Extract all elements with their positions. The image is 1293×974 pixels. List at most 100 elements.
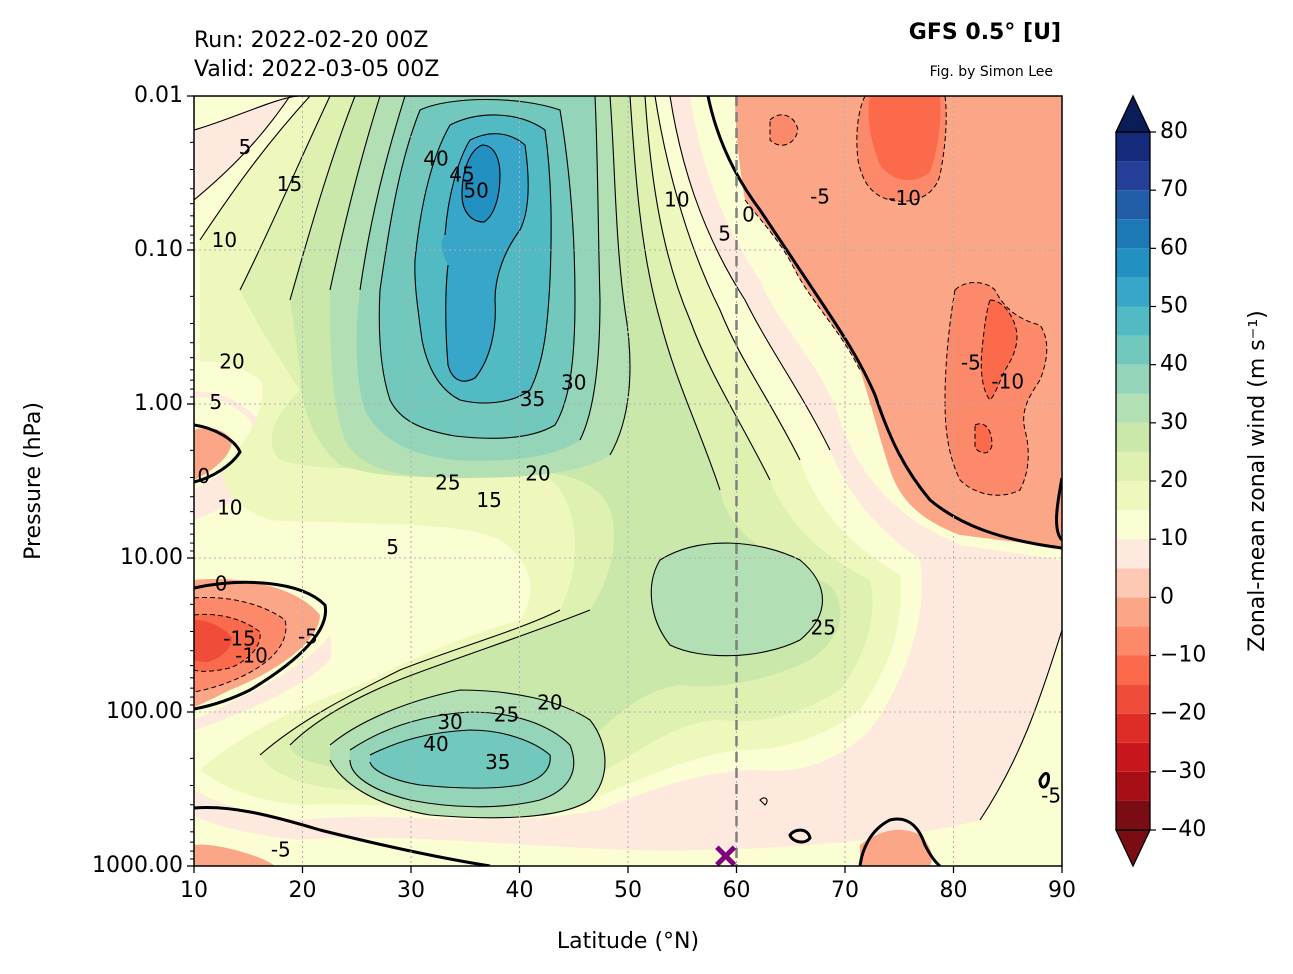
chart-title: GFS 0.5° [U] [908,20,1061,45]
contour-label: 45 [449,162,474,186]
x-tick-label: 90 [1048,878,1076,903]
valid-label: Valid: 2022-03-05 00Z [194,57,440,82]
contour-label: 15 [277,172,302,196]
contour-label: 30 [561,370,586,394]
contour-label: 25 [494,702,519,726]
y-tick-label: 1.00 [134,391,183,416]
colorbar-tick-label: −40 [1160,817,1206,842]
x-tick-label: 10 [180,878,208,903]
contour-label: -5 [298,624,318,648]
contour-label: 20 [525,462,550,486]
y-tick-label: 0.01 [134,83,183,108]
contour-lines [194,96,1062,821]
colorbar-band [1116,481,1150,511]
colorbar-band [1116,277,1150,307]
contour-label: 0 [742,202,755,226]
colorbar-band [1116,539,1150,569]
run-info: Run: 2022-02-20 00Z Valid: 2022-03-05 00… [194,26,439,84]
x-axis: 10 20 30 40 50 60 70 80 90 [180,866,1076,903]
band-neg-10 [194,96,1017,672]
x-tick-label: 80 [940,878,968,903]
x-tick-label: 40 [506,878,534,903]
colorbar-band [1116,568,1150,598]
y-axis: 0.01 0.10 1.00 10.00 100.00 1000.00 [92,83,194,878]
colorbar-band [1116,510,1150,540]
colorbar-band [1116,306,1150,336]
y-axis-label: Pressure (hPa) [21,402,46,560]
contour-label: -5 [810,185,830,209]
contour-label: 5 [239,135,252,159]
x-tick-label: 50 [614,878,642,903]
contour-label: 35 [520,387,545,411]
x-axis-label: Latitude (°N) [557,929,699,954]
colorbar-tick-label: 70 [1160,177,1188,202]
y-tick-label: 1000.00 [92,853,183,878]
contour-label: -10 [235,644,268,668]
colorbar-band [1116,335,1150,365]
contour-label: 5 [209,390,222,414]
contour-label: 40 [423,146,448,170]
negative-contours [194,96,1048,693]
credit-label: Fig. by Simon Lee [929,64,1053,80]
contour-label: -5 [271,838,291,862]
contour-label: 10 [212,228,237,252]
x-tick-label: 70 [831,878,859,903]
y-tick-label: 100.00 [106,699,183,724]
colorbar-tick-label: 40 [1160,352,1188,377]
colorbar-band [1116,597,1150,627]
contour-label: -10 [991,369,1024,393]
contour-label: 20 [219,349,244,373]
run-label: Run: 2022-02-20 00Z [194,28,429,53]
contour-label: 0 [215,572,228,596]
colorbar-band [1116,161,1150,191]
colorbar-band [1116,655,1150,685]
colorbar-band [1116,626,1150,656]
y-tick-label: 10.00 [120,545,183,570]
contour-label: 40 [423,732,448,756]
colorbar-band [1116,742,1150,772]
colorbar-tick-label: 60 [1160,235,1188,260]
contour-label: 5 [718,222,731,246]
contour-label: -15 [223,626,256,650]
colorbar-tick-label: 50 [1160,294,1188,319]
colorbar-band [1116,190,1150,220]
contour-label: 5 [386,535,399,559]
colorbar-tick-label: 80 [1160,119,1188,144]
colorbar-band [1116,132,1150,162]
contour-label: 15 [476,488,501,512]
marker-x [715,845,737,867]
contour-label: 20 [537,691,562,715]
station-marker [715,845,737,867]
band-neg-15 [194,620,232,662]
colorbar-band [1116,248,1150,278]
colorbar-tick-label: 0 [1160,584,1174,609]
colorbar-band [1116,219,1150,249]
contour-label: 25 [811,616,836,640]
contour-label: 0 [197,464,210,488]
contour-label: -10 [888,186,921,210]
colorbar-tick-label: 10 [1160,526,1188,551]
colorbar-tick-label: −20 [1160,701,1206,726]
contour-label: 35 [485,750,510,774]
colorbar-band [1116,393,1150,423]
colorbar-extend-max [1114,94,1152,133]
band-pos-55 [462,145,500,222]
colorbar-band [1116,451,1150,481]
contour-label: 50 [463,178,488,202]
y-tick-label: 0.10 [134,237,183,262]
contour-label: 30 [437,710,462,734]
colorbar-band [1116,771,1150,801]
colorbar-tick-label: −10 [1160,643,1206,668]
colorbar: 80 70 60 50 40 30 20 10 0 −10 −20 −30 −40 [1114,94,1206,868]
colorbar-band [1116,713,1150,743]
contour-label: 25 [435,470,460,494]
contour-label: 10 [664,187,689,211]
colorbar-tick-label: 30 [1160,410,1188,435]
contour-label: -5 [1041,784,1061,808]
colorbar-band [1116,800,1150,830]
band-neg-5 [194,96,1047,692]
zero-contours [194,96,1062,866]
contour-label: 10 [217,495,242,519]
